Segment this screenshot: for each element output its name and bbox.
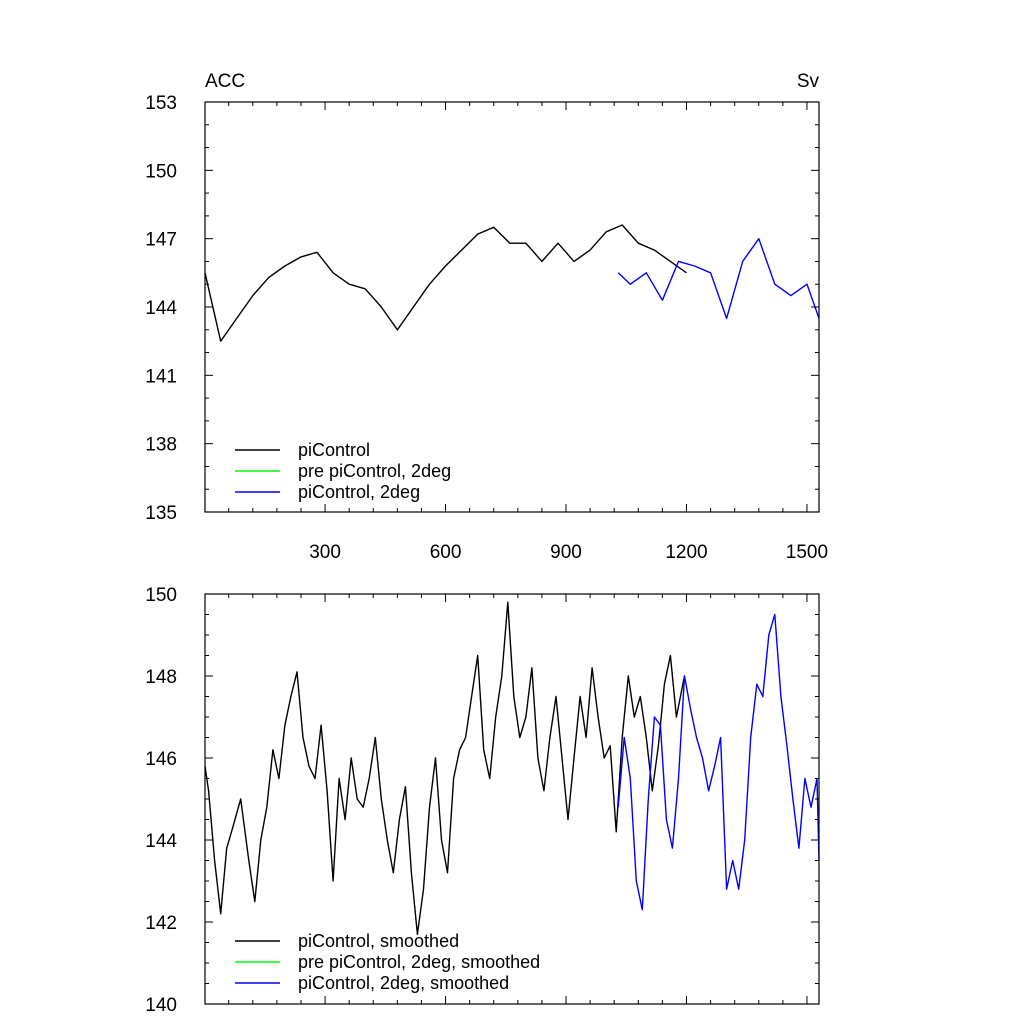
top-legend-label-2: piControl, 2deg [298, 482, 420, 502]
bottom-ytick-label-2: 144 [145, 831, 177, 852]
bottom-ytick-label-5: 150 [145, 585, 177, 606]
top-xtick-label-3: 1200 [665, 542, 707, 563]
top-right-title: Sv [797, 71, 820, 92]
bottom-y-tick-labels: 140 142 144 146 148 150 [145, 585, 177, 1016]
top-ytick-label-0: 135 [145, 503, 177, 524]
top-legend-label-0: piControl [298, 440, 370, 460]
top-xtick-label-4: 1500 [786, 542, 828, 563]
bottom-ytick-label-4: 148 [145, 667, 177, 688]
bottom-ytick-label-1: 142 [145, 913, 177, 934]
top-ytick-label-1: 138 [145, 435, 177, 456]
top-left-title: ACC [205, 71, 245, 92]
top-xtick-label-2: 900 [550, 542, 582, 563]
top-ytick-label-5: 150 [145, 161, 177, 182]
top-series-line-0 [204, 224, 687, 342]
top-legend-label-1: pre piControl, 2deg [298, 461, 451, 481]
top-series-line-2 [617, 237, 820, 320]
top-ytick-label-4: 147 [145, 230, 177, 251]
bottom-series-line-2 [617, 613, 820, 911]
bottom-tick-marks [205, 593, 819, 1005]
bottom-panel: 140 142 144 146 148 150 piControl, smoothed p… [145, 585, 820, 1016]
top-y-tick-labels: 135 138 141 144 147 150 153 [145, 93, 177, 524]
bottom-series-group [204, 601, 820, 935]
bottom-legend-label-2: piControl, 2deg, smoothed [298, 973, 509, 993]
bottom-legend-label-0: piControl, smoothed [298, 931, 459, 951]
bottom-legend: piControl, smoothed pre piControl, 2deg,… [235, 931, 540, 993]
bottom-legend-label-1: pre piControl, 2deg, smoothed [298, 952, 540, 972]
top-xtick-label-1: 600 [430, 542, 462, 563]
top-xtick-label-0: 300 [309, 542, 341, 563]
top-ytick-label-2: 141 [145, 366, 177, 387]
top-ytick-label-3: 144 [145, 298, 177, 319]
top-ytick-label-6: 153 [145, 93, 177, 114]
bottom-ytick-label-0: 140 [145, 995, 177, 1016]
top-tick-marks [205, 101, 819, 513]
top-x-tick-labels: 300 600 900 1200 1500 [309, 542, 828, 563]
bottom-ytick-label-3: 146 [145, 749, 177, 770]
top-series-group [204, 224, 820, 342]
top-legend: piControl pre piControl, 2deg piControl,… [235, 440, 451, 502]
bottom-series-line-0 [204, 601, 686, 935]
